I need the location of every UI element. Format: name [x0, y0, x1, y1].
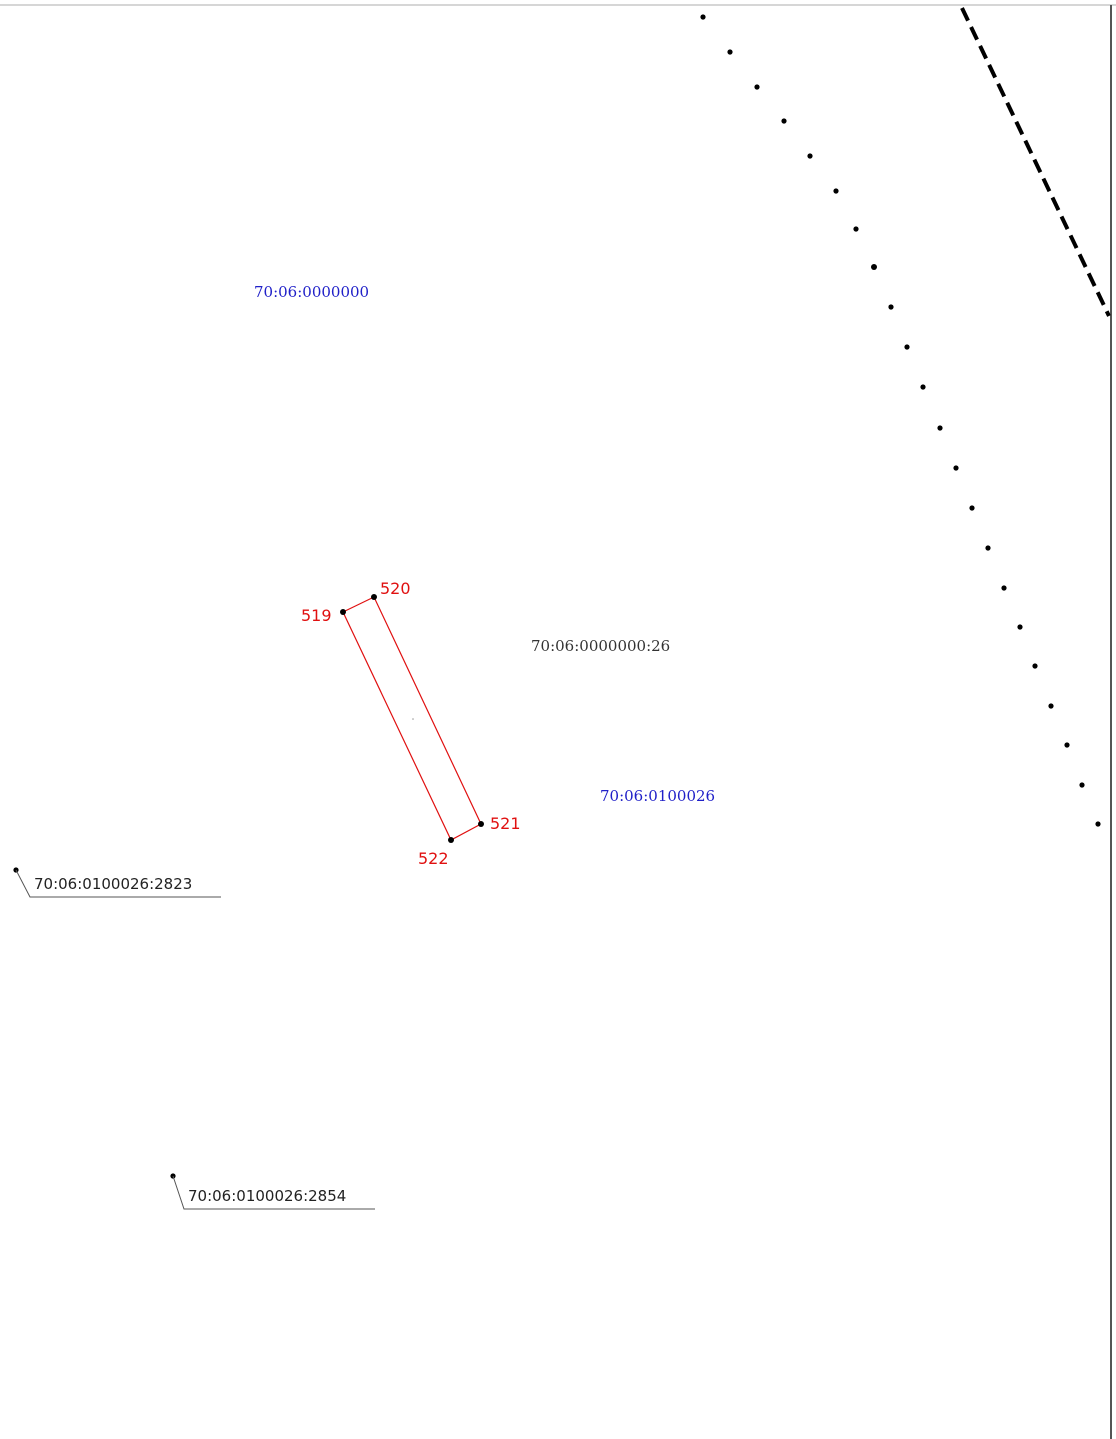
parcel-label-2854: 70:06:0100026:2854	[188, 1187, 347, 1205]
parcel-label-0000000-26: 70:06:0000000:26	[531, 637, 671, 655]
quarter-label-0000000: 70:06:0000000	[254, 283, 370, 301]
vertex-label-522: 522	[418, 849, 449, 868]
quarter-label-0100026: 70:06:0100026	[600, 787, 716, 805]
vertex-label-519: 519	[301, 606, 332, 625]
parcel-2823-leader	[15, 869, 221, 898]
parcel-boundary-polygon[interactable]	[342, 596, 482, 841]
dashed-boundary-line	[960, 7, 1111, 317]
vertex-label-520: 520	[380, 579, 411, 598]
vertex-521-dot[interactable]	[478, 821, 484, 827]
parcel-2823-dot[interactable]	[13, 867, 19, 873]
vertex-519-dot[interactable]	[340, 609, 346, 615]
vertex-520-dot[interactable]	[371, 594, 377, 600]
dotted-boundary-line	[700, 14, 1101, 827]
parcel-2854-leader	[172, 1175, 375, 1210]
vertex-label-521: 521	[490, 814, 521, 833]
parcel-center-dot	[412, 718, 414, 720]
parcel-label-2823: 70:06:0100026:2823	[34, 875, 193, 893]
vertex-522-dot[interactable]	[448, 837, 454, 843]
